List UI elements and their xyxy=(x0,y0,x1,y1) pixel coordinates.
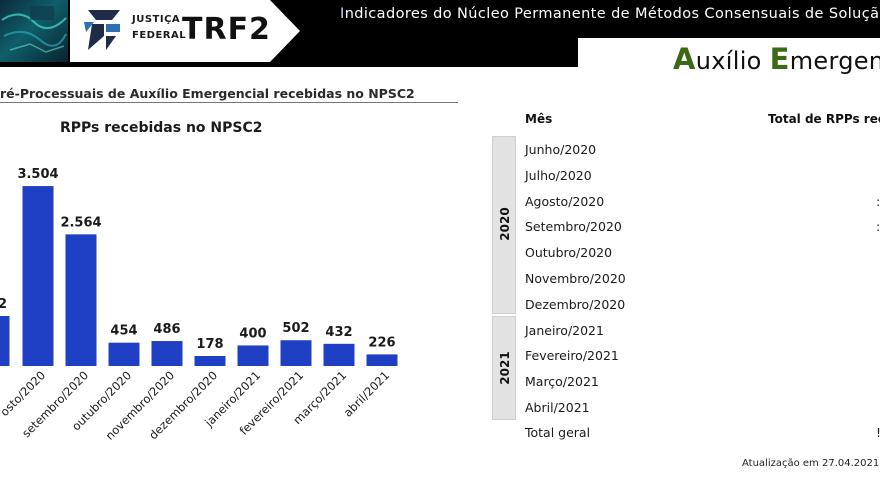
chart-data-label: 178 xyxy=(196,337,223,352)
logo-text-justica: JUSTIÇA xyxy=(132,14,181,25)
chart-bar xyxy=(22,186,54,366)
year-label-2021: 2021 xyxy=(498,351,512,385)
chart-data-label: 2.564 xyxy=(60,215,101,230)
year-group-2021: 2021 xyxy=(492,316,516,420)
header-title-rest: ndicadores do Núcleo Permanente de Métod… xyxy=(344,6,880,22)
chart-bar xyxy=(366,354,398,366)
chart-bar xyxy=(237,345,269,366)
table-row-month: Julho/2020 xyxy=(525,167,592,183)
trf2-emblem-icon xyxy=(84,10,120,50)
program-banner: Auxílio Emergencia xyxy=(578,38,880,76)
table-row-value: : xyxy=(876,219,880,235)
chart-bar xyxy=(151,341,183,366)
bar-chart: 23.504osto/20202.564setembro/2020454outu… xyxy=(0,167,398,443)
chart-data-label: 502 xyxy=(282,321,309,336)
table-row-month: Junho/2020 xyxy=(525,142,597,157)
year-label-2020: 2020 xyxy=(498,207,512,241)
chart-bar xyxy=(0,316,10,366)
section-subtitle: ré-Processuais de Auxílio Emergencial re… xyxy=(0,86,415,101)
chart-data-label: 226 xyxy=(368,335,395,350)
year-group-2020: 2020 xyxy=(492,136,516,314)
banner-initial-a: A xyxy=(673,42,696,76)
chart-data-label: 432 xyxy=(325,325,352,340)
total-label: Total geral xyxy=(525,425,591,440)
chart-tick-label: abril/2021 xyxy=(341,368,392,419)
table-row-month: Novembro/2020 xyxy=(525,271,626,286)
table-row-month: Setembro/2020 xyxy=(525,219,622,235)
logo-text-federal: FEDERAL xyxy=(132,30,187,41)
table-header-month: Mês xyxy=(525,112,553,126)
banner-title: Auxílio Emergencia xyxy=(673,42,880,76)
table-row-month: Abril/2021 xyxy=(525,400,590,415)
table-row-value: : xyxy=(876,193,880,209)
logo-brand: TRF2 xyxy=(182,12,271,47)
chart-title: RPPs recebidas no NPSC2 xyxy=(60,120,263,136)
chart-bar xyxy=(108,342,140,366)
thumbnail-image xyxy=(0,0,68,62)
chart-data-label: 486 xyxy=(153,322,180,337)
chart-data-label: 400 xyxy=(239,326,266,341)
chart-bar xyxy=(323,343,355,366)
chart-bar xyxy=(65,234,97,366)
chart-bar xyxy=(280,340,312,366)
header-title-initial: I xyxy=(340,6,345,22)
chart-data-label: 2 xyxy=(0,297,7,312)
total-value: ! xyxy=(876,425,880,440)
chart-data-label: 454 xyxy=(110,324,137,339)
banner-rest-e: mergencia xyxy=(789,47,880,75)
table-row-month: Janeiro/2021 xyxy=(525,322,604,338)
header-bar: JUSTIÇA FEDERAL TRF2 Indicadores do Núcl… xyxy=(0,0,880,67)
banner-rest-a: uxílio xyxy=(695,47,770,75)
logo-panel: JUSTIÇA FEDERAL TRF2 xyxy=(70,0,300,62)
table-row-month: Dezembro/2020 xyxy=(525,296,626,312)
chart-bar xyxy=(194,356,226,366)
header-title: Indicadores do Núcleo Permanente de Méto… xyxy=(340,6,879,22)
table-row-month: Março/2021 xyxy=(525,374,599,390)
update-date: Atualização em 27.04.2021 xyxy=(742,458,880,469)
table-row-month: Agosto/2020 xyxy=(525,193,605,209)
chart-data-label: 3.504 xyxy=(17,167,58,182)
table-row-month: Fevereiro/2021 xyxy=(525,348,619,364)
table-row-month: Outubro/2020 xyxy=(525,245,613,261)
banner-initial-e: E xyxy=(769,42,790,76)
subtitle-divider xyxy=(0,102,458,103)
table-header-total: Total de RPPs rece xyxy=(768,112,880,126)
